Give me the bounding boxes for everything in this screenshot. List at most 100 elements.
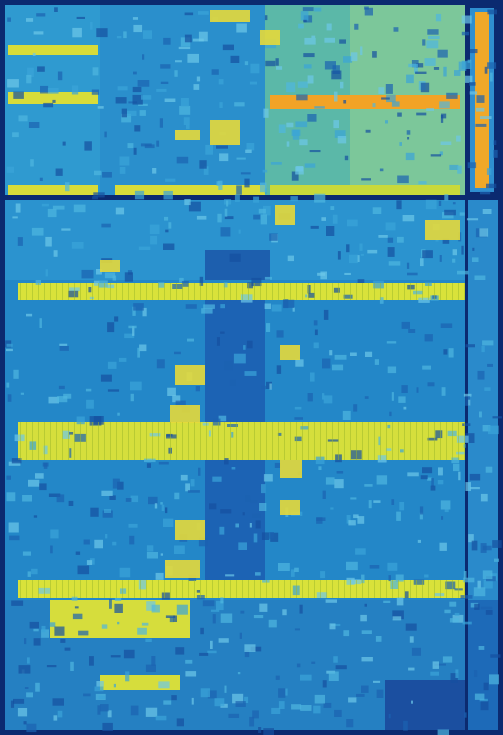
texture-cell: [80, 422, 81, 460]
texture-cell: [250, 646, 262, 652]
texture-cell: [208, 430, 211, 437]
texture-cell: [258, 208, 266, 214]
texture-cell: [480, 493, 488, 502]
texture-cell: [216, 337, 220, 346]
texture-cell: [469, 91, 478, 95]
texture-cell: [296, 580, 297, 598]
texture-cell: [458, 422, 459, 460]
texture-cell: [422, 422, 423, 460]
texture-cell: [416, 63, 424, 68]
texture-cell: [440, 115, 444, 123]
texture-cell: [231, 432, 234, 438]
texture-cell: [320, 283, 321, 300]
texture-cell: [163, 700, 172, 705]
texture-cell: [475, 123, 487, 127]
texture-cell: [89, 656, 94, 666]
texture-cell: [356, 422, 357, 460]
texture-cell: [236, 23, 247, 33]
texture-cell: [71, 596, 78, 601]
texture-cell: [248, 422, 249, 460]
texture-cell: [104, 509, 111, 513]
texture-cell: [7, 394, 12, 402]
texture-cell: [263, 108, 269, 118]
texture-cell: [307, 114, 317, 122]
texture-cell: [156, 140, 160, 147]
texture-cell: [62, 430, 70, 439]
texture-cell: [411, 700, 413, 704]
texture-cell: [494, 558, 499, 562]
texture-cell: [434, 283, 435, 300]
texture-cell: [62, 580, 63, 598]
texture-cell: [75, 551, 81, 555]
block: [385, 680, 465, 730]
texture-cell: [458, 471, 461, 481]
texture-cell: [243, 345, 246, 350]
texture-cell: [332, 580, 333, 598]
texture-cell: [224, 458, 229, 465]
texture-cell: [388, 575, 391, 582]
texture-cell: [62, 141, 66, 146]
texture-cell: [459, 212, 465, 216]
texture-cell: [184, 199, 191, 206]
texture-cell: [234, 102, 245, 107]
texture-cell: [261, 532, 270, 540]
texture-cell: [488, 425, 499, 435]
texture-cell: [477, 370, 485, 380]
texture-cell: [428, 35, 440, 39]
texture-cell: [86, 580, 87, 598]
texture-cell: [145, 707, 158, 717]
texture-cell: [405, 623, 417, 631]
texture-cell: [160, 81, 169, 84]
texture-cell: [97, 106, 104, 109]
texture-cell: [253, 214, 261, 220]
texture-cell: [220, 509, 232, 514]
texture-cell: [230, 283, 231, 300]
texture-cell: [13, 698, 25, 704]
texture-cell: [416, 387, 419, 393]
texture-cell: [84, 141, 92, 151]
texture-cell: [237, 672, 241, 675]
texture-cell: [218, 283, 219, 300]
texture-cell: [56, 283, 57, 300]
texture-cell: [303, 53, 315, 58]
texture-cell: [415, 71, 427, 74]
texture-cell: [159, 118, 163, 128]
texture-cell: [114, 603, 123, 613]
texture-cell: [322, 680, 327, 688]
texture-cell: [463, 577, 475, 583]
texture-cell: [299, 604, 303, 614]
texture-cell: [132, 326, 135, 336]
texture-cell: [428, 580, 429, 598]
texture-cell: [179, 105, 191, 115]
texture-cell: [205, 144, 213, 155]
texture-cell: [437, 49, 448, 58]
texture-cell: [295, 121, 308, 128]
texture-cell: [101, 490, 113, 496]
texture-cell: [180, 98, 189, 107]
texture-cell: [294, 628, 300, 631]
texture-cell: [196, 215, 207, 220]
texture-cell: [344, 272, 351, 275]
texture-cell: [379, 297, 384, 304]
texture-cell: [192, 38, 204, 42]
texture-cell: [458, 580, 459, 598]
texture-cell: [39, 483, 47, 491]
texture-cell: [123, 31, 127, 39]
texture-cell: [278, 580, 279, 598]
texture-cell: [324, 37, 335, 43]
texture-cell: [199, 160, 207, 169]
texture-cell: [59, 346, 69, 351]
texture-cell: [8, 522, 19, 533]
texture-cell: [405, 152, 415, 161]
texture-cell: [434, 593, 445, 597]
texture-cell: [185, 483, 190, 492]
texture-cell: [244, 650, 250, 658]
texture-cell: [90, 507, 99, 517]
block: [468, 200, 498, 600]
texture-cell: [320, 422, 321, 460]
texture-cell: [420, 258, 424, 267]
texture-cell: [466, 218, 479, 221]
texture-cell: [392, 580, 393, 598]
texture-cell: [170, 283, 171, 300]
texture-cell: [54, 626, 65, 636]
